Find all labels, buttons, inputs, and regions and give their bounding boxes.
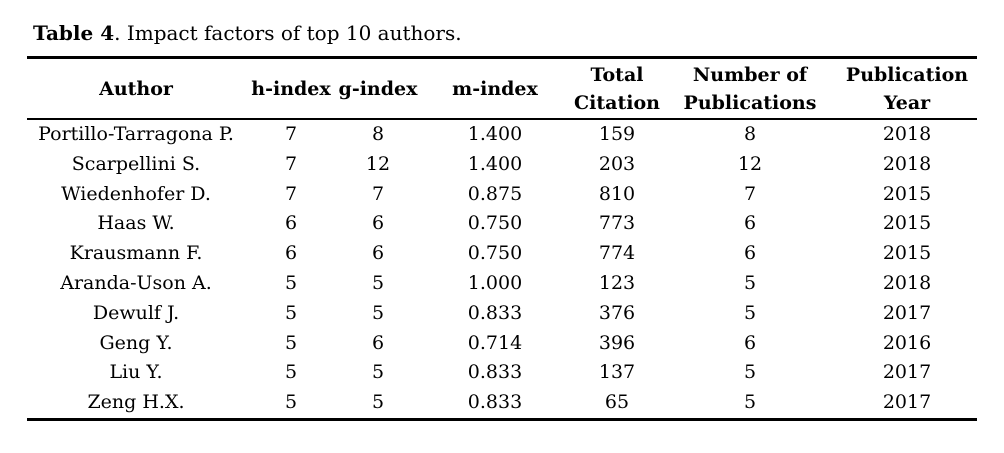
table-cell: 396 <box>598 331 636 354</box>
table-cell: Geng Y. <box>99 331 173 354</box>
table-cell: 0.833 <box>467 361 523 384</box>
impact-factors-table: Author h-index g-index m-index Total Cit… <box>27 56 977 421</box>
table-body: Portillo-Tarragona P. 7 8 1.400 159 8 20… <box>27 119 977 419</box>
table-cell: 0.750 <box>467 242 523 265</box>
table-cell: Krausmann F. <box>69 242 203 265</box>
table-cell: 5 <box>371 301 385 324</box>
table-cell: 12 <box>737 152 763 175</box>
table-cell: 7 <box>284 152 298 175</box>
table-cell: 2017 <box>882 361 932 384</box>
table-cell: 5 <box>284 271 298 294</box>
table-cell: 6 <box>371 242 385 265</box>
table-cell: 6 <box>371 331 385 354</box>
header-row: Author h-index g-index m-index Total Cit… <box>27 57 977 120</box>
table-cell: 5 <box>743 391 757 414</box>
table-cell: 0.714 <box>467 331 523 354</box>
table-cell: 6 <box>284 242 298 265</box>
table-row: Zeng H.X. 5 5 0.833 65 5 2017 <box>27 388 977 419</box>
table-row: Aranda-Uson A. 5 5 1.000 123 5 2018 <box>27 269 977 299</box>
table-cell: 2018 <box>882 271 932 294</box>
table-row: Liu Y. 5 5 0.833 137 5 2017 <box>27 358 977 388</box>
table-cell: Portillo-Tarragona P. <box>38 123 234 145</box>
column-header-g-index: g-index <box>337 57 419 120</box>
table-cell: Liu Y. <box>109 361 163 384</box>
table-row: Krausmann F. 6 6 0.750 774 6 2015 <box>27 239 977 269</box>
table-cell: 6 <box>743 242 757 265</box>
table-cell: 7 <box>284 182 298 205</box>
table-cell: 8 <box>743 123 757 145</box>
table-cell: 5 <box>743 271 757 294</box>
table-cell: 6 <box>743 331 757 354</box>
table-cell: 376 <box>598 301 636 324</box>
table-cell: 5 <box>371 361 385 384</box>
table-row: Geng Y. 5 6 0.714 396 6 2016 <box>27 329 977 359</box>
table-cell: 137 <box>598 361 636 384</box>
table-cell: 7 <box>284 123 298 145</box>
table-cell: Dewulf J. <box>92 301 180 324</box>
table-cell: 0.750 <box>467 212 523 235</box>
table-cell: 5 <box>743 301 757 324</box>
table-cell: 5 <box>284 301 298 324</box>
table-cell: 203 <box>598 152 636 175</box>
table-caption-text: . Impact factors of top 10 authors. <box>114 21 462 45</box>
table-cell: 774 <box>598 242 636 265</box>
column-header-author: Author <box>27 57 245 120</box>
table-cell: Zeng H.X. <box>87 391 185 414</box>
table-caption: Table 4. Impact factors of top 10 author… <box>33 21 1004 45</box>
table-cell: 773 <box>598 212 636 235</box>
table-row: Wiedenhofer D. 7 7 0.875 810 7 2015 <box>27 180 977 210</box>
table-cell: 2015 <box>882 212 932 235</box>
table-cell: 0.875 <box>467 182 523 205</box>
table-cell: 6 <box>371 212 385 235</box>
table-cell: 810 <box>598 182 636 205</box>
table-cell: 8 <box>371 123 385 145</box>
table-cell: 2015 <box>882 242 932 265</box>
column-header-number-of-publications: Number of Publications <box>663 57 837 120</box>
table-cell: 1.400 <box>467 123 523 145</box>
table-cell: 2018 <box>882 152 932 175</box>
table-cell: 5 <box>284 391 298 414</box>
column-header-total-citation: Total Citation <box>571 57 663 120</box>
table-cell: 7 <box>371 182 385 205</box>
table-cell: 5 <box>371 391 385 414</box>
table-cell: 123 <box>598 271 636 294</box>
table-cell: 5 <box>371 271 385 294</box>
table-cell: 65 <box>604 391 630 414</box>
table-cell: 12 <box>365 152 391 175</box>
table-caption-label: Table 4 <box>33 21 115 45</box>
column-header-m-index: m-index <box>419 57 571 120</box>
table-cell: 2016 <box>882 331 932 354</box>
table-cell: 2017 <box>882 391 932 414</box>
table-header: Author h-index g-index m-index Total Cit… <box>27 57 977 120</box>
table-cell: 5 <box>743 361 757 384</box>
table-cell: 7 <box>743 182 757 205</box>
table-cell: 159 <box>598 123 636 145</box>
table-cell: 1.000 <box>467 271 523 294</box>
table-cell: 2018 <box>882 123 932 145</box>
table-cell: 1.400 <box>467 152 523 175</box>
table-row: Scarpellini S. 7 12 1.400 203 12 2018 <box>27 150 977 180</box>
table-cell: Scarpellini S. <box>71 152 201 175</box>
table-cell: 6 <box>743 212 757 235</box>
table-cell: Wiedenhofer D. <box>61 182 211 205</box>
table-cell: 0.833 <box>467 301 523 324</box>
table-cell: 6 <box>284 212 298 235</box>
column-header-publication-year: Publication Year <box>837 57 977 120</box>
table-cell: Aranda-Uson A. <box>60 271 212 294</box>
column-header-h-index: h-index <box>245 57 337 120</box>
table-cell: 2015 <box>882 182 932 205</box>
table-row: Haas W. 6 6 0.750 773 6 2015 <box>27 209 977 239</box>
table-cell: 5 <box>284 331 298 354</box>
table-cell: 0.833 <box>467 391 523 414</box>
table-cell: Haas W. <box>97 212 175 235</box>
table-row: Dewulf J. 5 5 0.833 376 5 2017 <box>27 299 977 329</box>
table-cell: 5 <box>284 361 298 384</box>
table-cell: 2017 <box>882 301 932 324</box>
table-row: Portillo-Tarragona P. 7 8 1.400 159 8 20… <box>27 119 977 150</box>
